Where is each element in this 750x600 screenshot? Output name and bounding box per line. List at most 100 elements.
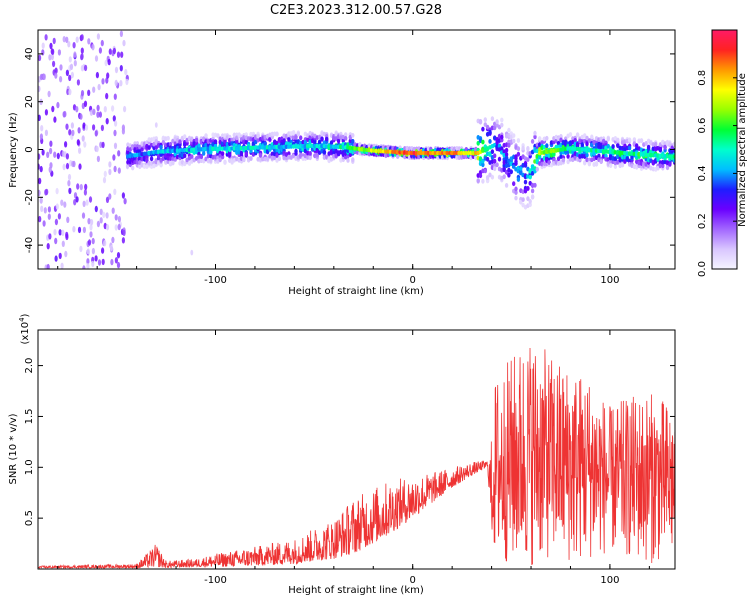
spectrogram-cell — [84, 183, 88, 191]
spectrogram-cell — [202, 151, 206, 156]
spectrogram-cell — [218, 157, 222, 163]
spectrogram-cell — [112, 115, 116, 122]
spectrogram-cell — [100, 124, 104, 132]
spectrogram-cell — [68, 56, 72, 63]
spectrogram-cell — [611, 144, 615, 149]
spectrogram-cell — [329, 140, 334, 146]
spectrogram-y-label: Frequency (Hz) — [8, 112, 19, 188]
spectrogram-cell — [122, 229, 126, 236]
spectrogram-cell — [616, 137, 620, 143]
colorbar-frame — [711, 29, 738, 270]
spectrogram-cell — [96, 111, 100, 118]
spectrogram-cell — [40, 125, 44, 132]
spectrogram-cell — [493, 158, 497, 164]
spectrogram-cell — [55, 203, 59, 210]
spectrogram-cell — [672, 142, 675, 147]
spectrogram-cell — [52, 37, 56, 45]
spectrogram-cell — [535, 166, 539, 172]
spectrogram-cell — [481, 139, 485, 145]
spectrogram-cell — [504, 152, 509, 157]
spectrogram-cell — [78, 147, 82, 154]
spectrogram-cell — [86, 248, 90, 255]
spectrogram-cell — [220, 154, 225, 160]
spectrogram-cell — [502, 167, 506, 173]
spectrogram-cell — [639, 138, 644, 144]
spectrogram-cell — [500, 146, 504, 152]
spectrogram-cell — [258, 153, 263, 158]
spectrogram-cell — [103, 170, 107, 178]
spectrogram-cell — [87, 218, 91, 225]
spectrogram-cell — [613, 164, 618, 170]
spectrogram-cell — [73, 199, 77, 206]
spectrogram-cell — [573, 138, 577, 143]
y-tick-label: -20 — [24, 189, 35, 205]
spectrogram-cell — [658, 163, 663, 169]
spectrogram-cell — [92, 124, 96, 131]
spectrogram-cell — [53, 151, 57, 158]
spectrogram-cell — [495, 119, 499, 125]
spectrogram-cell — [587, 161, 592, 167]
spectrogram-cell — [256, 133, 260, 139]
spectrogram-cell — [85, 199, 89, 206]
spectrogram-cell — [291, 130, 296, 136]
spectrogram-cell — [481, 126, 485, 132]
spectrogram-cell — [42, 73, 46, 80]
spectrogram-cell — [114, 257, 118, 264]
spectrogram-cell — [514, 161, 518, 167]
spectrogram-cell — [627, 145, 632, 151]
spectrogram-cell — [336, 138, 341, 144]
spectrogram-cell — [72, 160, 76, 168]
colorbar-tick-label: 0.4 — [697, 165, 708, 181]
spectrogram-cell — [117, 223, 121, 231]
spectrogram-cell — [317, 139, 322, 145]
spectrogram-cell — [530, 194, 535, 200]
spectrogram-cell — [516, 146, 521, 152]
spectrogram-cell — [497, 156, 502, 162]
spectrogram-cell — [625, 156, 629, 161]
spectrogram-cell — [232, 142, 237, 148]
spectrogram-cell — [70, 122, 74, 129]
spectrogram-cell — [268, 136, 272, 142]
spectrogram-cell — [149, 156, 154, 162]
spectrogram-cell — [190, 249, 194, 256]
spectrogram-cell — [123, 198, 127, 205]
spectrogram-cell — [38, 177, 42, 185]
spectrogram-cell — [123, 105, 127, 113]
spectrogram-cell — [39, 133, 44, 140]
spectrogram-cell — [44, 129, 49, 136]
spectrogram-cell — [481, 178, 485, 184]
spectrogram-cell — [101, 78, 105, 85]
colorbar-ticks: 0.0 0.2 0.4 0.6 0.8 — [697, 70, 737, 277]
spectrogram-cell — [282, 138, 286, 144]
spectrogram-cell — [239, 150, 244, 156]
spectrogram-cell — [509, 169, 513, 175]
spectrogram-cell — [495, 162, 499, 168]
spectrogram-cell — [95, 145, 99, 153]
spectrogram-cell — [121, 128, 125, 135]
spectrogram-cell — [303, 140, 308, 145]
spectrogram-cell — [585, 152, 589, 158]
spectrogram-cell — [568, 142, 573, 148]
spectrogram-cell — [228, 134, 232, 140]
spectrogram-cell — [325, 136, 329, 142]
spectrogram-cell — [114, 224, 118, 231]
spectrogram-cell — [511, 164, 516, 169]
spectrogram-cell — [82, 200, 86, 207]
spectrogram-cell — [478, 119, 483, 125]
spectrogram-cell — [478, 173, 483, 179]
spectrogram-cell — [104, 59, 108, 67]
spectrogram-cell — [530, 139, 535, 144]
spectrogram-cell — [113, 188, 117, 195]
spectrogram-cell — [168, 141, 173, 147]
spectrogram-cell — [103, 106, 107, 113]
spectrogram-cell — [56, 152, 60, 160]
x-tick-label: -100 — [204, 275, 227, 286]
spectrogram-cell — [81, 135, 85, 142]
y-tick-label: 1.0 — [24, 459, 35, 475]
colorbar-label: Normalized spectral amplitude — [737, 73, 748, 227]
spectrogram-cell — [38, 85, 41, 93]
spectrogram-cell — [106, 72, 110, 79]
spectrogram-cell — [54, 72, 58, 79]
spectrogram-cell — [121, 192, 125, 199]
spectrogram-cell — [99, 208, 103, 215]
